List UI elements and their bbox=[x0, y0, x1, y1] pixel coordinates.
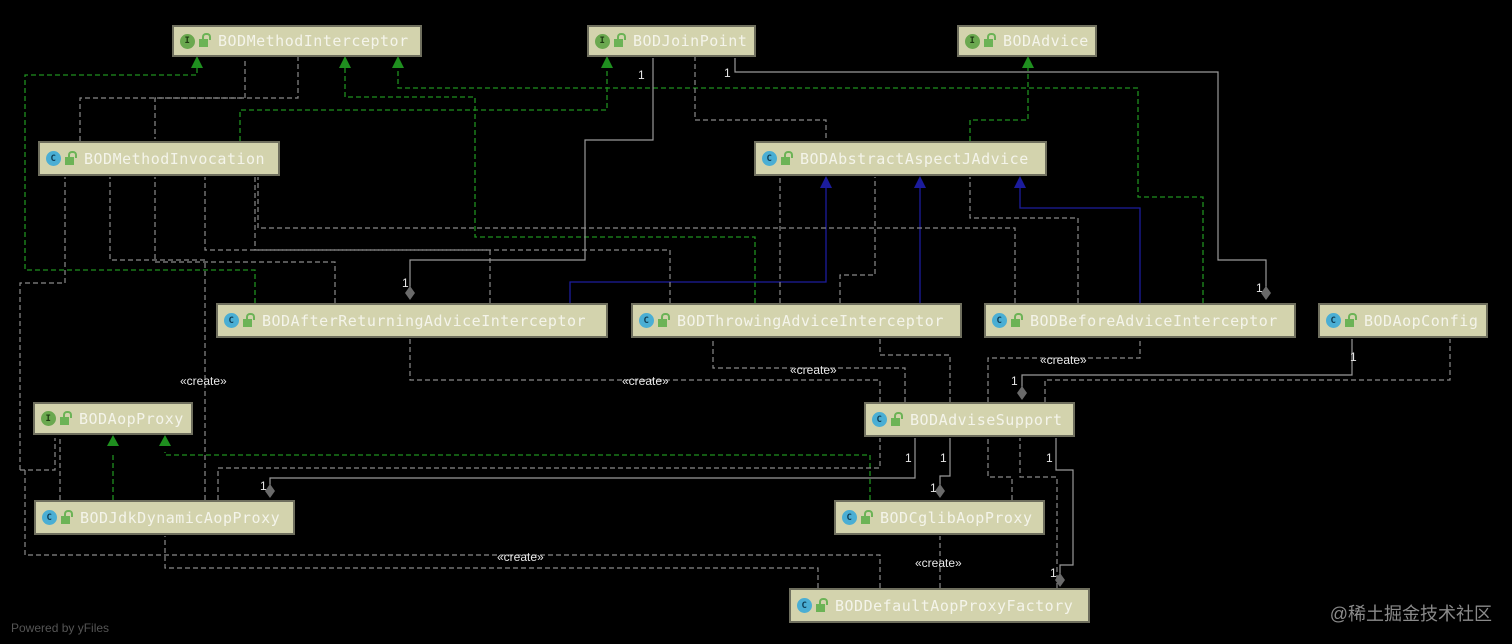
node-bodaopconfig[interactable]: C BODAopConfig bbox=[1318, 303, 1488, 338]
public-lock-icon bbox=[243, 312, 255, 327]
node-label: BODJoinPoint bbox=[633, 32, 748, 50]
implements-edges bbox=[24, 62, 1204, 500]
association-edges bbox=[269, 58, 1353, 576]
node-bodaopproxy[interactable]: I BODAopProxy bbox=[33, 402, 193, 435]
multiplicity-label: 1 bbox=[1256, 281, 1263, 295]
class-icon: C bbox=[797, 598, 812, 613]
create-label: «create» bbox=[497, 550, 544, 564]
public-lock-icon bbox=[891, 411, 903, 426]
create-label: «create» bbox=[790, 363, 837, 377]
multiplicity-label: 1 bbox=[1046, 451, 1053, 465]
multiplicity-label: 1 bbox=[260, 479, 267, 493]
node-label: BODAopProxy bbox=[79, 409, 184, 428]
multiplicity-label: 1 bbox=[1011, 374, 1018, 388]
node-bodcglibaopproxy[interactable]: C BODCglibAopProxy bbox=[834, 500, 1045, 535]
class-icon: C bbox=[46, 151, 61, 166]
class-icon: C bbox=[1326, 313, 1341, 328]
public-lock-icon bbox=[658, 312, 670, 327]
class-icon: C bbox=[992, 313, 1007, 328]
class-icon: C bbox=[639, 313, 654, 328]
class-icon: C bbox=[842, 510, 857, 525]
multiplicity-label: 1 bbox=[402, 276, 409, 290]
multiplicity-label: 1 bbox=[724, 66, 731, 80]
node-label: BODCglibAopProxy bbox=[880, 508, 1033, 527]
node-label: BODAbstractAspectJAdvice bbox=[800, 149, 1029, 168]
node-boddefaultaopproxyfactory[interactable]: C BODDefaultAopProxyFactory bbox=[789, 588, 1090, 623]
multiplicity-label: 1 bbox=[1050, 566, 1057, 580]
class-icon: C bbox=[224, 313, 239, 328]
node-bodthrowingadviceinterceptor[interactable]: C BODThrowingAdviceInterceptor bbox=[631, 303, 962, 338]
multiplicity-label: 1 bbox=[1350, 350, 1357, 364]
class-icon: C bbox=[872, 412, 887, 427]
node-bodabstractaspectjadvice[interactable]: C BODAbstractAspectJAdvice bbox=[754, 141, 1047, 176]
node-bodmethodinterceptor[interactable]: I BODMethodInterceptor bbox=[172, 25, 422, 57]
create-label: «create» bbox=[1040, 353, 1087, 367]
multiplicity-label: 1 bbox=[905, 451, 912, 465]
create-label: «create» bbox=[180, 374, 227, 388]
aggregation-diamonds bbox=[265, 286, 1271, 587]
public-lock-icon bbox=[614, 33, 626, 47]
node-label: BODAopConfig bbox=[1364, 311, 1479, 330]
multiplicity-label: 1 bbox=[930, 481, 937, 495]
public-lock-icon bbox=[861, 509, 873, 524]
public-lock-icon bbox=[199, 33, 211, 47]
node-label: BODThrowingAdviceInterceptor bbox=[677, 311, 944, 330]
class-icon: C bbox=[762, 151, 777, 166]
public-lock-icon bbox=[781, 150, 793, 165]
public-lock-icon bbox=[984, 33, 996, 47]
public-lock-icon bbox=[1011, 312, 1023, 327]
implements-arrowheads bbox=[107, 56, 1034, 446]
node-bodmethodinvocation[interactable]: C BODMethodInvocation bbox=[38, 141, 280, 176]
node-bodbeforeadviceinterceptor[interactable]: C BODBeforeAdviceInterceptor bbox=[984, 303, 1296, 338]
node-bodadvisesupport[interactable]: C BODAdviseSupport bbox=[864, 402, 1075, 437]
node-bodjdkdynamicaopproxy[interactable]: C BODJdkDynamicAopProxy bbox=[34, 500, 295, 535]
public-lock-icon bbox=[60, 410, 72, 425]
node-label: BODDefaultAopProxyFactory bbox=[835, 596, 1074, 615]
multiplicity-label: 1 bbox=[940, 451, 947, 465]
create-label: «create» bbox=[915, 556, 962, 570]
public-lock-icon bbox=[65, 150, 77, 165]
node-label: BODAdvice bbox=[1003, 32, 1089, 50]
interface-icon: I bbox=[595, 33, 610, 49]
node-bodafterreturningadviceinterceptor[interactable]: C BODAfterReturningAdviceInterceptor bbox=[216, 303, 608, 338]
node-bodadvice[interactable]: I BODAdvice bbox=[957, 25, 1097, 57]
create-label: «create» bbox=[622, 374, 669, 388]
node-bodjoinpoint[interactable]: I BODJoinPoint bbox=[587, 25, 756, 57]
dependency-edges bbox=[19, 56, 1451, 588]
interface-icon: I bbox=[41, 411, 56, 426]
class-icon: C bbox=[42, 510, 57, 525]
public-lock-icon bbox=[1345, 312, 1357, 327]
powered-by-footer: Powered by yFiles bbox=[11, 621, 110, 635]
node-label: BODBeforeAdviceInterceptor bbox=[1030, 311, 1278, 330]
node-label: BODJdkDynamicAopProxy bbox=[80, 508, 281, 527]
node-label: BODAfterReturningAdviceInterceptor bbox=[262, 311, 587, 330]
interface-icon: I bbox=[965, 33, 980, 49]
public-lock-icon bbox=[816, 597, 828, 612]
node-label: BODAdviseSupport bbox=[910, 410, 1063, 429]
extends-edges bbox=[569, 186, 1141, 303]
node-label: BODMethodInvocation bbox=[84, 149, 266, 168]
extends-arrowheads bbox=[820, 176, 1026, 188]
interface-icon: I bbox=[180, 33, 195, 49]
watermark: @稀土掘金技术社区 bbox=[1329, 604, 1492, 624]
public-lock-icon bbox=[61, 509, 73, 524]
multiplicity-label: 1 bbox=[638, 68, 645, 82]
node-label: BODMethodInterceptor bbox=[218, 32, 409, 50]
